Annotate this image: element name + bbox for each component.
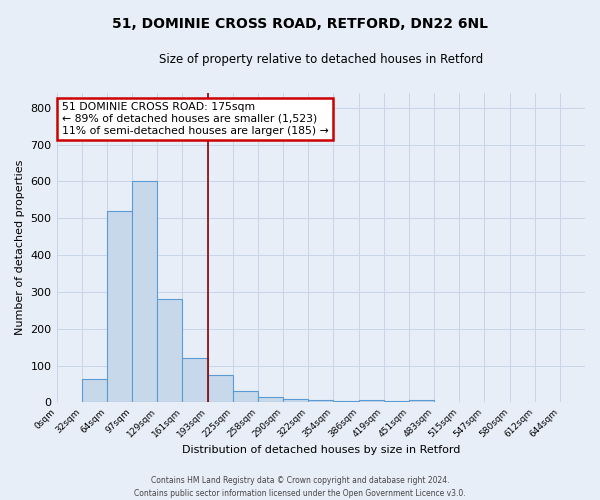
- Bar: [359, 400, 383, 402]
- Bar: [157, 300, 182, 403]
- Bar: [233, 392, 258, 402]
- Bar: [308, 400, 334, 402]
- Bar: [409, 400, 434, 402]
- Bar: [182, 358, 208, 403]
- Text: Contains HM Land Registry data © Crown copyright and database right 2024.
Contai: Contains HM Land Registry data © Crown c…: [134, 476, 466, 498]
- Title: Size of property relative to detached houses in Retford: Size of property relative to detached ho…: [158, 52, 483, 66]
- Bar: [132, 182, 157, 402]
- Bar: [82, 378, 107, 402]
- Bar: [107, 211, 132, 402]
- Y-axis label: Number of detached properties: Number of detached properties: [15, 160, 25, 336]
- Bar: [383, 400, 409, 402]
- X-axis label: Distribution of detached houses by size in Retford: Distribution of detached houses by size …: [182, 445, 460, 455]
- Bar: [208, 375, 233, 402]
- Bar: [334, 400, 359, 402]
- Text: 51, DOMINIE CROSS ROAD, RETFORD, DN22 6NL: 51, DOMINIE CROSS ROAD, RETFORD, DN22 6N…: [112, 18, 488, 32]
- Bar: [283, 399, 308, 402]
- Text: 51 DOMINIE CROSS ROAD: 175sqm
← 89% of detached houses are smaller (1,523)
11% o: 51 DOMINIE CROSS ROAD: 175sqm ← 89% of d…: [62, 102, 329, 136]
- Bar: [258, 397, 283, 402]
